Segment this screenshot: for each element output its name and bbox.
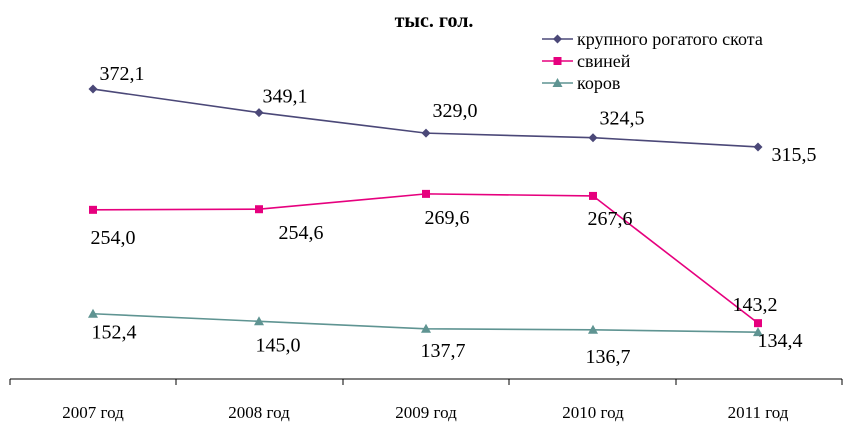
data-label: 254,0	[91, 227, 136, 249]
x-tick-label: 2007 год	[62, 403, 124, 422]
legend-label: коров	[577, 73, 620, 93]
data-point	[88, 84, 98, 94]
data-point	[753, 327, 763, 337]
legend-item: крупного рогатого скота	[542, 29, 763, 49]
data-label: 134,4	[758, 330, 803, 352]
legend-marker	[552, 78, 563, 87]
data-point	[89, 205, 97, 214]
data-label: 152,4	[92, 322, 137, 344]
legend-label: свиней	[577, 51, 631, 71]
data-label: 136,7	[586, 346, 631, 368]
data-label: 315,5	[772, 144, 817, 166]
data-label: 329,0	[433, 100, 478, 122]
chart-title: тыс. гол.	[395, 10, 474, 32]
data-point	[422, 189, 430, 198]
data-point	[255, 205, 263, 214]
legend-marker	[553, 57, 562, 65]
x-tick-label: 2010 год	[562, 403, 624, 422]
data-label: 143,2	[733, 294, 778, 316]
series-3: 152,4 145,0 137,7 136,7 134,4	[88, 308, 803, 368]
data-point	[754, 319, 762, 328]
data-point	[88, 308, 98, 318]
data-label: 254,6	[279, 222, 324, 244]
series-layer: 372,1 349,1 329,0 324,5 315,5 254,0 254,6 269,6…	[88, 63, 817, 368]
series-line	[92, 88, 759, 148]
data-point	[254, 316, 264, 326]
data-label: 137,7	[421, 340, 466, 362]
data-label: 349,1	[263, 86, 308, 108]
x-axis: 2007 год 2008 год 2009 год 2010 год 2011 год	[9, 378, 843, 422]
data-label: 145,0	[256, 334, 301, 356]
data-point	[589, 191, 597, 200]
series-1: 372,1 349,1 329,0 324,5 315,5	[88, 63, 817, 166]
x-tick-label: 2011 год	[728, 403, 789, 422]
data-point	[254, 108, 264, 118]
data-point	[588, 133, 598, 143]
data-point	[421, 323, 431, 333]
data-point	[421, 128, 431, 138]
legend-label: крупного рогатого скота	[577, 29, 763, 49]
data-label: 324,5	[600, 108, 645, 130]
legend-item: свиней	[542, 51, 631, 71]
legend-marker	[553, 34, 562, 44]
x-tick-label: 2009 год	[395, 403, 457, 422]
legend-item: коров	[542, 73, 620, 93]
data-label: 267,6	[588, 208, 633, 230]
series-2: 254,0 254,6 269,6 267,6 143,2	[89, 189, 778, 328]
x-tick-label: 2008 год	[228, 403, 290, 422]
data-label: 372,1	[100, 63, 145, 85]
data-point	[753, 142, 763, 152]
data-label: 269,6	[425, 207, 470, 229]
data-point	[588, 324, 598, 334]
